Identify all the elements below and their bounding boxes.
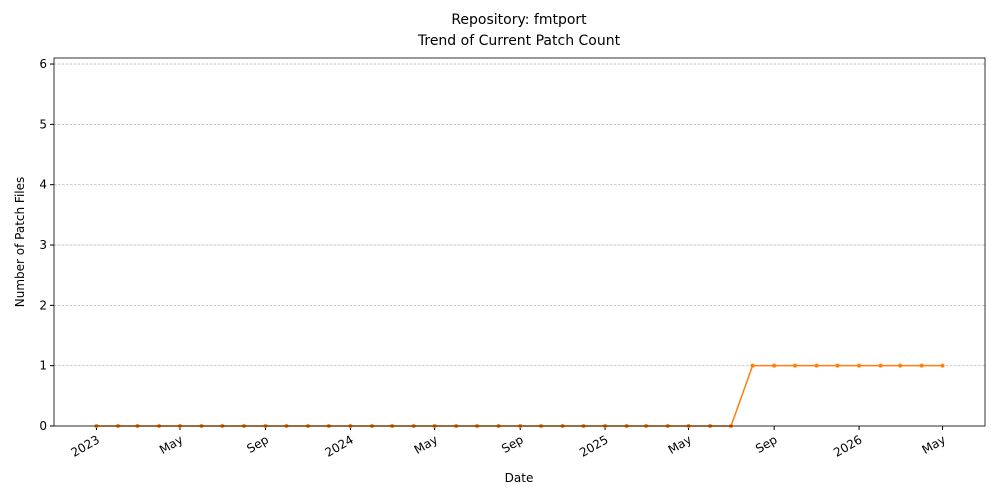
data-point	[857, 363, 862, 368]
x-tick-label: 2024	[322, 432, 355, 459]
data-point	[793, 363, 798, 368]
y-tick-label: 6	[39, 57, 47, 71]
y-axis-label: Number of Patch Files	[13, 177, 27, 308]
chart-subtitle: Trend of Current Patch Count	[417, 33, 621, 49]
y-tick-label: 4	[39, 178, 47, 192]
y-tick-label: 3	[39, 238, 47, 252]
data-point	[898, 363, 903, 368]
x-tick-label: May	[920, 432, 948, 457]
y-tick-label: 5	[39, 117, 47, 131]
x-tick-label: May	[157, 432, 185, 457]
x-tick-label: May	[666, 432, 694, 457]
plot-frame	[53, 57, 986, 427]
data-point	[814, 363, 819, 368]
x-tick-label: Sep	[244, 432, 271, 455]
chart-title: Repository: fmtport	[451, 12, 587, 28]
y-tick-label: 1	[39, 359, 47, 373]
data-point	[750, 363, 755, 368]
data-line	[96, 364, 943, 427]
y-tick-label: 0	[39, 419, 47, 433]
x-tick-label: Sep	[499, 432, 526, 455]
y-tick-label: 2	[39, 298, 47, 312]
x-tick-label: May	[412, 432, 440, 457]
x-tick-label: 2026	[831, 432, 864, 459]
x-tick-label: 2023	[68, 432, 101, 459]
x-tick-label: 2025	[577, 432, 610, 459]
x-axis-label: Date	[505, 471, 534, 485]
data-point	[835, 363, 840, 368]
data-point	[878, 363, 883, 368]
data-point	[940, 363, 945, 368]
data-point	[919, 363, 924, 368]
data-point	[772, 363, 777, 368]
x-tick-label: Sep	[753, 432, 780, 455]
